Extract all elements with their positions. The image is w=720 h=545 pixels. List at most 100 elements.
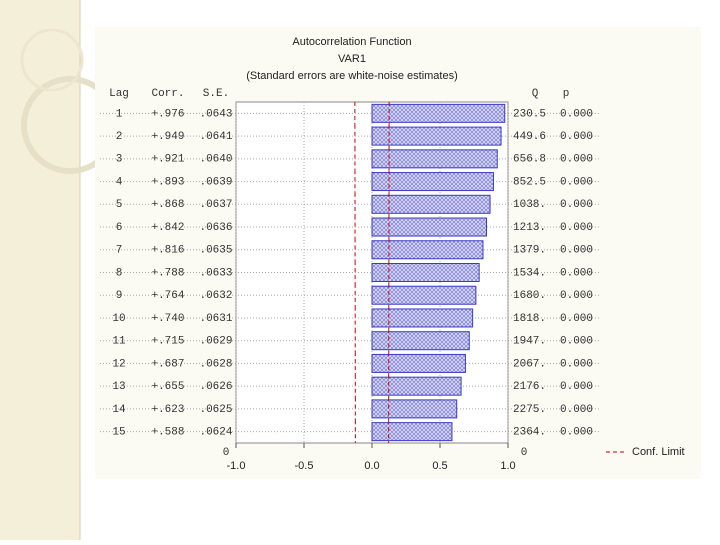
p-label: 0.000 [560, 267, 593, 279]
corr-label: +.715 [151, 336, 184, 348]
se-label: .0628 [199, 358, 232, 370]
bar [371, 376, 462, 396]
se-label: .0640 [199, 154, 232, 166]
lag-label: 10 [112, 313, 125, 325]
p-label: 0.000 [560, 404, 593, 416]
chart-note: (Standard errors are white-noise estimat… [246, 70, 458, 82]
bar [371, 149, 498, 169]
x-tick-label: 0.5 [432, 460, 447, 472]
p-label: 0.000 [560, 290, 593, 302]
lag-label: 11 [112, 336, 126, 348]
q-label: 1213. [513, 222, 546, 234]
se-label: .0626 [199, 381, 232, 393]
q-label: 1038. [513, 199, 546, 211]
p-label: 0.000 [560, 199, 593, 211]
q-label: 656.8 [513, 154, 546, 166]
q-label: 852.5 [513, 176, 546, 188]
lag-label: 13 [112, 381, 125, 393]
lag-label: 15 [112, 427, 125, 439]
column-header: p [563, 88, 570, 100]
bar [371, 194, 491, 214]
q-label: 1534. [513, 267, 546, 279]
bar [371, 422, 453, 442]
se-label: .0632 [199, 290, 232, 302]
q-axis-end: 0 [521, 447, 528, 459]
corr-label: +.842 [151, 222, 184, 234]
p-label: 0.000 [560, 427, 593, 439]
se-label: .0641 [199, 131, 232, 143]
q-label: 449.6 [513, 131, 546, 143]
x-tick-label: 0.0 [364, 460, 379, 472]
decor-circle [20, 28, 84, 92]
chart-subtitle: VAR1 [338, 53, 366, 65]
x-tick-label: -0.5 [295, 460, 314, 472]
bar [371, 353, 466, 373]
corr-label: +.588 [151, 427, 184, 439]
p-label: 0.000 [560, 245, 593, 257]
p-label: 0.000 [560, 131, 593, 143]
corr-label: +.655 [151, 381, 184, 393]
bar [371, 103, 506, 123]
corr-label: +.623 [151, 404, 184, 416]
corr-label: +.740 [151, 313, 184, 325]
p-label: 0.000 [560, 222, 593, 234]
q-label: 2176. [513, 381, 546, 393]
corr-label: +.868 [151, 199, 184, 211]
lag-label: 6 [116, 222, 123, 234]
bar [371, 331, 470, 351]
column-header: S.E. [203, 88, 229, 100]
lag-label: 12 [112, 358, 125, 370]
p-label: 0.000 [560, 154, 593, 166]
se-label: .0631 [199, 313, 232, 325]
p-label: 0.000 [560, 108, 593, 120]
lag-label: 14 [112, 404, 126, 416]
bar [371, 399, 458, 419]
q-label: 1680. [513, 290, 546, 302]
lag-label: 7 [116, 245, 123, 257]
se-label: .0624 [199, 427, 232, 439]
lag-label: 5 [116, 199, 123, 211]
se-label: .0637 [199, 199, 232, 211]
se-label: .0629 [199, 336, 232, 348]
bar [371, 172, 494, 192]
q-label: 2067. [513, 358, 546, 370]
bar [371, 308, 474, 328]
corr-label: +.921 [151, 154, 184, 166]
column-header: Lag [109, 88, 129, 100]
p-label: 0.000 [560, 358, 593, 370]
lag-label: 1 [116, 108, 123, 120]
p-label: 0.000 [560, 336, 593, 348]
corr-label: +.893 [151, 176, 184, 188]
corr-label: +.816 [151, 245, 184, 257]
q-label: 1379. [513, 245, 546, 257]
lag-label: 4 [116, 176, 123, 188]
se-label: .0633 [199, 267, 232, 279]
se-label: .0625 [199, 404, 232, 416]
p-label: 0.000 [560, 313, 593, 325]
lag-label: 3 [116, 154, 123, 166]
lag-label: 8 [116, 267, 123, 279]
bar [371, 285, 477, 305]
p-label: 0.000 [560, 176, 593, 188]
q-label: 2364. [513, 427, 546, 439]
se-label: .0635 [199, 245, 232, 257]
corr-label: +.976 [151, 108, 184, 120]
lag-label: 9 [116, 290, 123, 302]
se-label: .0636 [199, 222, 232, 234]
corr-label: +.764 [151, 290, 184, 302]
x-tick-label: -1.0 [227, 460, 246, 472]
q-label: 230.5 [513, 108, 546, 120]
chart-title: Autocorrelation Function [292, 36, 411, 48]
corr-label: +.687 [151, 358, 184, 370]
legend-label: Conf. Limit [632, 446, 685, 458]
se-label: .0643 [199, 108, 232, 120]
se-label: .0639 [199, 176, 232, 188]
bar [371, 126, 502, 146]
bar [371, 217, 488, 237]
bar [371, 263, 480, 282]
corr-label: +.949 [151, 131, 184, 143]
q-label: 1947. [513, 336, 546, 348]
p-label: 0.000 [560, 381, 593, 393]
